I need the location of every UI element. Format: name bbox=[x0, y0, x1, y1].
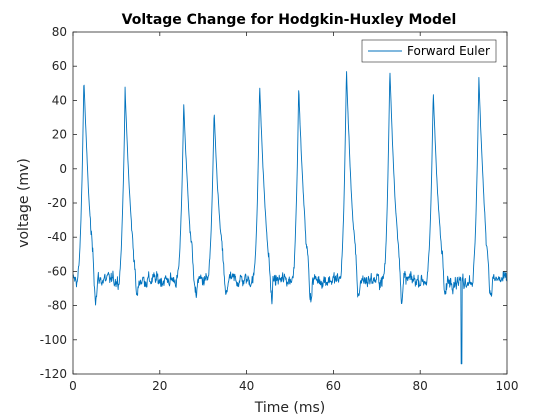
y-tick-label: 80 bbox=[52, 25, 67, 39]
y-axis-ticks: -120 -100 -80 -60 -40 -20 0 20 40 60 80 bbox=[40, 25, 507, 381]
axes-box bbox=[73, 32, 507, 374]
legend: Forward Euler bbox=[361, 39, 497, 63]
y-tick-label: -60 bbox=[47, 264, 67, 278]
y-tick-label: -100 bbox=[40, 333, 67, 347]
y-tick-label: 40 bbox=[52, 93, 67, 107]
x-tick-label: 80 bbox=[413, 379, 428, 393]
y-tick-label: 0 bbox=[59, 162, 67, 176]
x-tick-label: 20 bbox=[152, 379, 167, 393]
x-axis-label: Time (ms) bbox=[254, 400, 326, 416]
x-tick-label: 100 bbox=[496, 379, 519, 393]
x-tick-label: 40 bbox=[239, 379, 254, 393]
y-tick-label: -120 bbox=[40, 367, 67, 381]
y-axis-label: voltage (mv) bbox=[16, 158, 32, 248]
chart-title: Voltage Change for Hodgkin-Huxley Model bbox=[122, 12, 457, 28]
y-tick-label: -80 bbox=[47, 299, 67, 313]
y-tick-label: 20 bbox=[52, 128, 67, 142]
legend-label-forward-euler: Forward Euler bbox=[407, 44, 490, 58]
x-tick-label: 60 bbox=[326, 379, 341, 393]
series-layer bbox=[72, 71, 508, 365]
y-tick-label: 60 bbox=[52, 59, 67, 73]
plot-area: 0 20 40 60 80 100 -120 -100 -80 -60 -40 -20 0 20 40 60… bbox=[40, 25, 519, 393]
series-line-forward-euler bbox=[72, 71, 508, 365]
x-axis-ticks: 0 20 40 60 80 100 bbox=[69, 32, 518, 393]
y-tick-label: -20 bbox=[47, 196, 67, 210]
y-tick-label: -40 bbox=[47, 230, 67, 244]
x-tick-label: 0 bbox=[69, 379, 77, 393]
legend-box bbox=[361, 39, 497, 63]
